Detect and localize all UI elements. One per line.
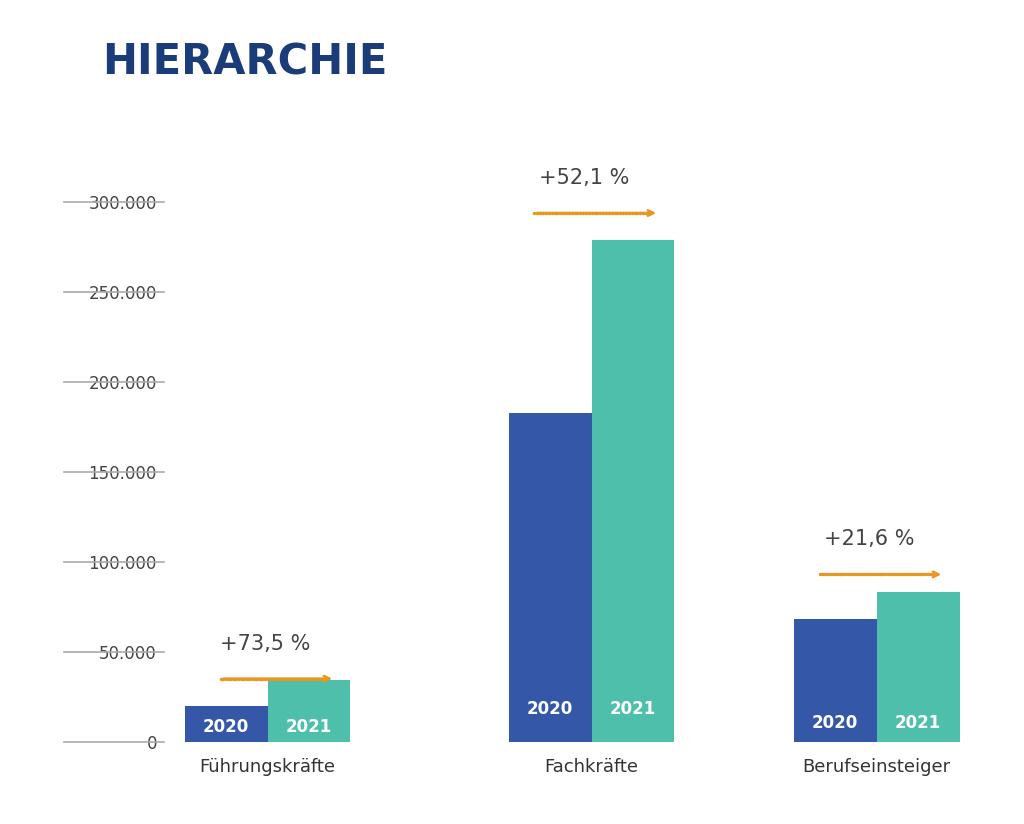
Text: +73,5 %: +73,5 % xyxy=(220,634,310,653)
Text: 2020: 2020 xyxy=(203,718,249,736)
Text: 2021: 2021 xyxy=(610,700,656,718)
Bar xyxy=(877,592,959,742)
Text: HIERARCHIE: HIERARCHIE xyxy=(102,41,388,83)
Bar xyxy=(592,240,675,742)
Bar xyxy=(509,413,592,742)
Text: 2021: 2021 xyxy=(895,714,941,732)
Bar xyxy=(794,620,877,742)
Text: +21,6 %: +21,6 % xyxy=(823,529,914,550)
Text: 2020: 2020 xyxy=(812,714,858,732)
Bar xyxy=(267,681,350,742)
Text: 2021: 2021 xyxy=(286,718,332,736)
Bar xyxy=(184,705,267,742)
Text: 2020: 2020 xyxy=(527,700,573,718)
Text: +52,1 %: +52,1 % xyxy=(539,168,629,188)
